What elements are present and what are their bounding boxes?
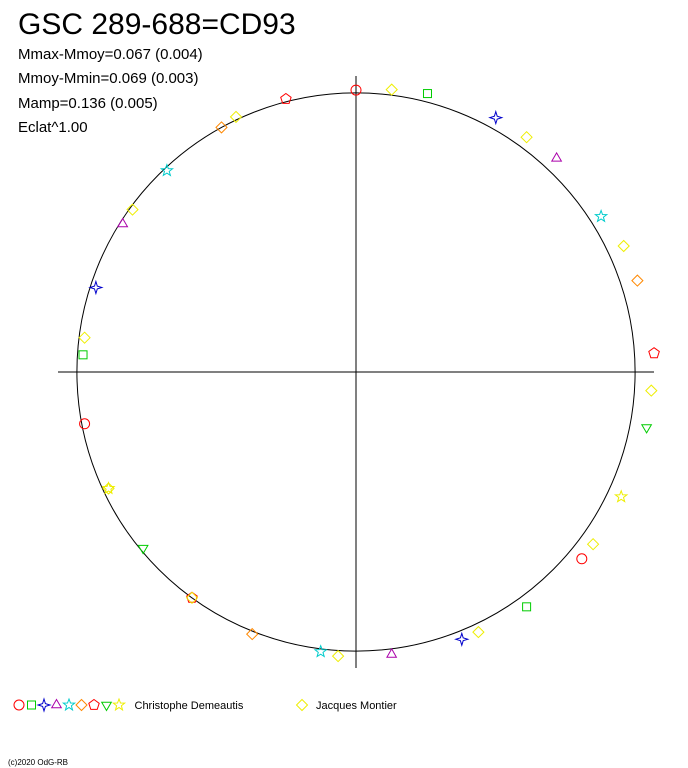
legend-marker xyxy=(27,700,36,710)
marker xyxy=(88,279,104,296)
marker xyxy=(78,350,88,360)
legend-marker xyxy=(111,697,127,712)
reference-circle xyxy=(76,92,636,652)
legend-label: Jacques Montier xyxy=(316,700,397,712)
legend-marker xyxy=(88,698,100,710)
marker xyxy=(593,209,609,223)
stat-line: Mamp=0.136 (0.005) xyxy=(18,95,158,112)
legend-marker xyxy=(100,701,113,712)
legend-marker xyxy=(75,698,88,712)
marker xyxy=(350,84,362,96)
marker xyxy=(185,591,199,605)
marker xyxy=(586,537,600,551)
marker xyxy=(117,217,129,228)
marker xyxy=(385,83,398,96)
marker xyxy=(159,163,174,177)
marker xyxy=(102,482,115,495)
copyright: (c)2020 OdG-RB xyxy=(8,758,68,767)
legend-label: Christophe Demeautis xyxy=(135,700,244,712)
stat-line: Mmax-Mmoy=0.067 (0.004) xyxy=(18,46,203,63)
marker xyxy=(295,698,309,712)
stat-line: Mmoy-Mmin=0.069 (0.003) xyxy=(18,70,198,87)
marker xyxy=(137,544,149,555)
marker xyxy=(386,647,398,658)
marker xyxy=(186,591,198,603)
legend-marker xyxy=(61,697,77,712)
chart-title: GSC 289-688=CD93 xyxy=(18,8,296,41)
marker xyxy=(488,109,504,126)
marker xyxy=(550,151,563,162)
marker xyxy=(229,110,243,124)
marker xyxy=(576,553,588,565)
marker xyxy=(613,489,629,503)
marker xyxy=(79,418,91,430)
marker xyxy=(245,627,259,641)
stat-line: Eclat^1.00 xyxy=(18,119,88,136)
marker xyxy=(101,481,116,495)
marker xyxy=(331,649,345,663)
marker xyxy=(648,347,660,359)
marker xyxy=(472,625,485,639)
marker xyxy=(78,331,91,344)
marker xyxy=(522,602,532,612)
marker xyxy=(313,644,328,658)
marker xyxy=(645,384,658,397)
marker xyxy=(520,130,533,144)
marker xyxy=(126,203,139,216)
marker xyxy=(617,239,630,253)
marker xyxy=(280,92,292,104)
marker xyxy=(454,631,470,648)
marker xyxy=(215,121,228,134)
marker xyxy=(422,89,432,99)
legend-marker xyxy=(50,698,63,709)
marker xyxy=(631,274,644,287)
marker xyxy=(640,424,653,434)
legend-marker xyxy=(13,699,25,711)
legend-marker xyxy=(36,697,52,713)
